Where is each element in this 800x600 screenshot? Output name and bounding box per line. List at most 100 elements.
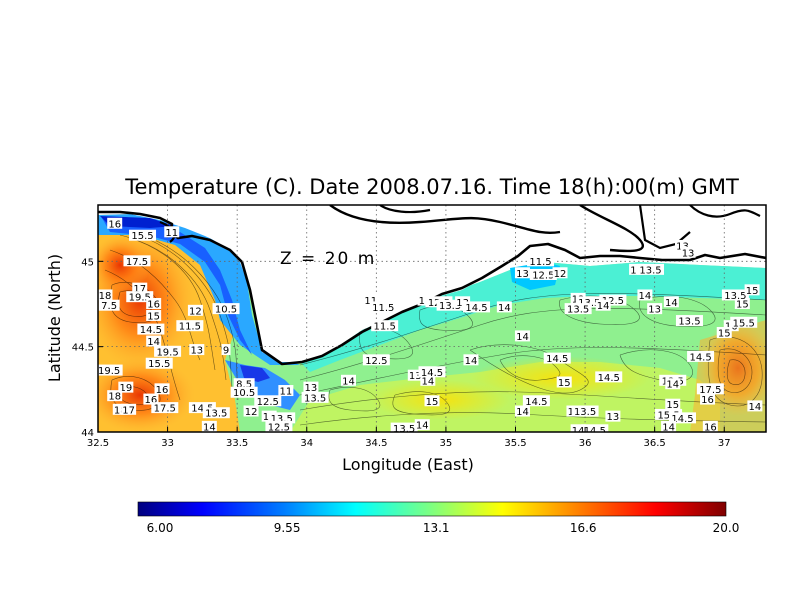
contour-label: 17: [132, 282, 148, 295]
contour-label: 14: [637, 289, 653, 302]
x-axis-label: Longitude (East): [342, 455, 474, 474]
contour-label-box: [700, 393, 716, 405]
contour-label-box: [669, 412, 696, 424]
contour-label-text: 13: [607, 412, 620, 423]
plot-area: 1615.517.511187.51719.5161514.5141211.51…: [98, 205, 766, 437]
x-tick-label: 37: [718, 438, 731, 449]
contour-label: 19.5: [98, 364, 123, 377]
contour-label-text: 15: [558, 378, 571, 389]
contour-label-text: 13.5: [574, 407, 596, 418]
contour-label: 14: [570, 424, 586, 437]
contour-label-text: 12.5: [532, 270, 554, 281]
x-tick-label: 36: [579, 438, 592, 449]
contour-label: 18: [98, 289, 113, 302]
contour-label-box: [278, 385, 294, 397]
contour-label-text: 13.5: [678, 317, 700, 328]
contour-label-box: [571, 405, 599, 417]
contour-label: 14.5: [581, 424, 609, 432]
contour-label-text: 18: [114, 405, 127, 416]
contour-label-box: [233, 378, 255, 390]
contour-label-text: 12: [554, 269, 567, 280]
contour-label: 13: [514, 267, 530, 280]
contour-label: 12.5: [599, 294, 627, 307]
contour-label: 14.5: [137, 323, 165, 336]
contour-label: 12: [243, 405, 259, 418]
contour-label-box: [221, 344, 231, 356]
contour-label: 11: [164, 226, 180, 239]
contour-label-box: [143, 393, 159, 405]
contour-label: 13.5: [301, 391, 329, 404]
contour-label-box: [176, 320, 204, 332]
contour-label: 14: [496, 301, 512, 314]
contour-label-text: 15: [718, 329, 731, 340]
contour-label-text: 13.5: [271, 414, 293, 425]
contour-label-box: [436, 299, 464, 311]
x-tick-label: 33.5: [226, 438, 248, 449]
contour-label-text: 14: [516, 407, 529, 418]
contour-label-box: [112, 403, 128, 415]
contour-label-box: [420, 374, 436, 386]
contour-label: 15: [665, 398, 681, 411]
contour-label: 14: [665, 378, 681, 391]
contour-label: 16: [702, 420, 718, 432]
contour-label-box: [675, 239, 690, 251]
contour-label-box: [363, 294, 379, 306]
contour-label-text: 19.5: [98, 366, 120, 377]
contour-label-box: [371, 320, 399, 332]
contour-label-box: [189, 344, 205, 356]
contour-label-box: [514, 267, 530, 279]
contour-label-box: [680, 246, 696, 258]
contour-label: 15: [734, 297, 750, 310]
contour-label: 13: [680, 246, 696, 259]
contour-label-text: 13.5: [567, 305, 589, 316]
contour-label-box: [522, 395, 550, 407]
contour-label-text: 15.5: [131, 231, 153, 242]
contour-label-box: [146, 297, 162, 309]
contour-label: 11.5: [176, 320, 204, 333]
contour-label-box: [418, 366, 446, 378]
contour-label-text: 13: [190, 346, 203, 357]
colorbar-tick-label: 16.6: [570, 521, 597, 535]
contour-label: 13: [455, 296, 471, 309]
contour-label: 13.5: [721, 289, 749, 302]
contour-label-box: [243, 405, 259, 417]
x-tick-label: 33: [161, 438, 174, 449]
contour-labels: 1615.517.511187.51719.5161514.5141211.51…: [98, 217, 763, 437]
contour-label-text: 14: [572, 426, 585, 437]
colorbar-tick-label: 9.55: [274, 521, 301, 535]
contour-label-text: 14.5: [421, 368, 443, 379]
contour-label-box: [696, 383, 724, 395]
contour-label-text: 13: [409, 371, 422, 382]
contour-label-box: [341, 374, 356, 386]
contour-label: 14: [663, 296, 679, 309]
plot-frame: [97, 204, 767, 433]
contour-label-text: 14: [665, 298, 678, 309]
contour-label-text: 14.5: [191, 404, 213, 415]
contour-label-box: [154, 383, 170, 395]
contour-label-box: [556, 376, 572, 388]
contour-label-text: 14: [342, 376, 355, 387]
contour-label-box: [629, 263, 645, 275]
contour-label: 11.5: [371, 320, 399, 333]
contour-label-box: [230, 386, 258, 398]
contour-label: 19.5: [154, 345, 182, 358]
y-tick-label: 45: [81, 257, 94, 268]
contour-label-box: [514, 405, 530, 417]
contour-label: 13: [647, 303, 663, 316]
contour-label-text: 14: [147, 337, 160, 348]
contour-label: 9: [221, 344, 231, 357]
contour-label-box: [564, 303, 592, 315]
contour-label-box: [107, 390, 123, 402]
contour-label: 15: [556, 376, 572, 389]
y-axis-label: Latitude (North): [45, 254, 64, 382]
contour-label-box: [121, 403, 137, 415]
contour-label-text: 8.5: [236, 380, 252, 391]
contour-label: 14: [747, 400, 763, 413]
contour-label-box: [212, 303, 240, 315]
contour-label: 14.5: [522, 395, 550, 408]
contour-label: 14.5: [669, 412, 696, 425]
contour-label: 14.5: [463, 301, 491, 314]
contour-label-box: [417, 294, 433, 306]
contour-label-box: [675, 315, 703, 327]
contour-label-text: 7.5: [101, 301, 117, 312]
